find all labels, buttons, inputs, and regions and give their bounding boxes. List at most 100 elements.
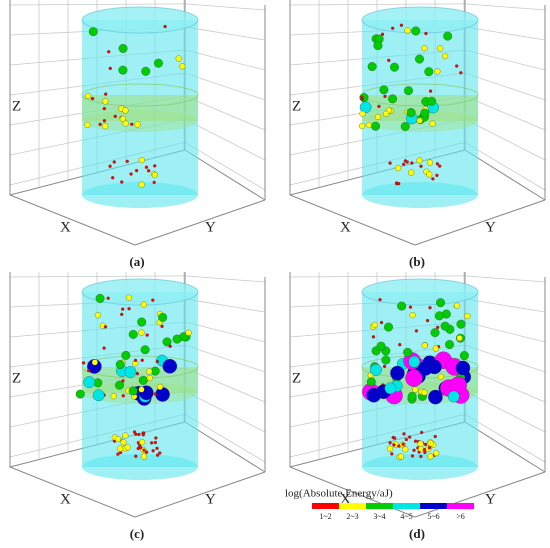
grid-line [464, 390, 546, 433]
event-point [102, 106, 106, 111]
event-point [367, 62, 377, 72]
event-point [102, 346, 106, 350]
event-point [162, 337, 172, 347]
event-point [110, 393, 117, 400]
event-point [436, 298, 446, 308]
y-axis-label: Y [205, 219, 216, 235]
event-point [420, 430, 424, 435]
legend-title: log(Absolute Energy/aJ) [285, 488, 393, 500]
event-point [359, 110, 366, 117]
event-point [392, 443, 396, 447]
event-point [401, 162, 406, 166]
event-point [145, 333, 149, 337]
grid-line [464, 141, 546, 191]
box-edge [414, 199, 546, 246]
grid-line [464, 3, 546, 11]
grid-line [184, 118, 266, 161]
event-point [410, 161, 414, 165]
event-point [108, 164, 112, 168]
event-point [121, 350, 131, 360]
event-point [419, 454, 423, 459]
event-point [436, 45, 444, 52]
event-point [371, 121, 380, 131]
grid-line [464, 49, 546, 71]
legend-label: 3~4 [373, 512, 385, 521]
event-point [456, 319, 466, 329]
event-point [412, 386, 419, 393]
event-point [430, 328, 440, 338]
event-point [134, 168, 139, 173]
event-point [137, 432, 141, 437]
event-point [374, 113, 381, 120]
legend-swatch [447, 503, 474, 509]
event-point [407, 391, 417, 401]
legend: log(Absolute Energy/aJ) 1~2 2~3 3~4 4~5 5~6 >6 [285, 488, 474, 521]
cylinder-bottom [82, 182, 198, 208]
event-point [125, 294, 132, 301]
x-axis-label: X [60, 491, 71, 507]
event-point [139, 439, 146, 446]
event-point [160, 324, 164, 329]
event-point [151, 171, 158, 179]
event-point [455, 360, 471, 376]
event-point [90, 97, 95, 101]
event-point [108, 66, 112, 71]
x-axis-label: X [60, 219, 71, 235]
event-point [402, 432, 406, 436]
legend-swatch [339, 503, 366, 509]
box-edge [184, 421, 266, 473]
event-point [405, 369, 423, 387]
event-point [376, 341, 386, 351]
event-point [397, 301, 407, 311]
event-point [381, 355, 391, 365]
event-point [87, 368, 91, 373]
event-point [391, 26, 395, 30]
cylinder-top [81, 278, 199, 306]
event-point [459, 351, 469, 360]
event-point [111, 176, 115, 180]
event-point [149, 441, 154, 445]
event-point [127, 307, 131, 311]
panel-label: (d) [409, 526, 425, 541]
event-point [440, 321, 450, 331]
event-point [432, 345, 439, 352]
event-point [162, 359, 178, 374]
event-point [91, 359, 98, 366]
grid-line [184, 26, 266, 41]
event-point [151, 298, 155, 302]
event-point [142, 448, 146, 452]
grid-line [464, 413, 546, 463]
event-point [151, 449, 155, 453]
y-axis-label: Y [485, 219, 496, 235]
event-point [397, 182, 401, 186]
event-point [455, 64, 459, 68]
box-edge [9, 466, 136, 518]
box-edge [134, 199, 266, 246]
event-point [125, 159, 129, 164]
event-point [139, 445, 143, 450]
event-point [122, 107, 129, 114]
event-point [120, 439, 127, 446]
box-edge [134, 471, 266, 518]
x-axis-label: X [340, 219, 351, 235]
event-point [407, 435, 412, 439]
event-point [81, 361, 86, 365]
event-point [398, 343, 402, 347]
event-point [422, 448, 427, 452]
cylinder-top [81, 6, 199, 34]
event-point [138, 181, 145, 188]
event-point [434, 68, 441, 75]
event-point [114, 435, 122, 443]
event-point [456, 334, 463, 342]
grid-line [184, 95, 266, 131]
event-point [437, 373, 444, 380]
event-point [155, 359, 160, 364]
event-point [427, 96, 437, 106]
event-point [400, 122, 410, 131]
band-edge [82, 110, 198, 132]
event-point [421, 342, 428, 349]
event-point [397, 444, 401, 448]
event-point [158, 451, 162, 455]
grid-line [184, 275, 266, 283]
panel-label: (b) [409, 254, 425, 269]
